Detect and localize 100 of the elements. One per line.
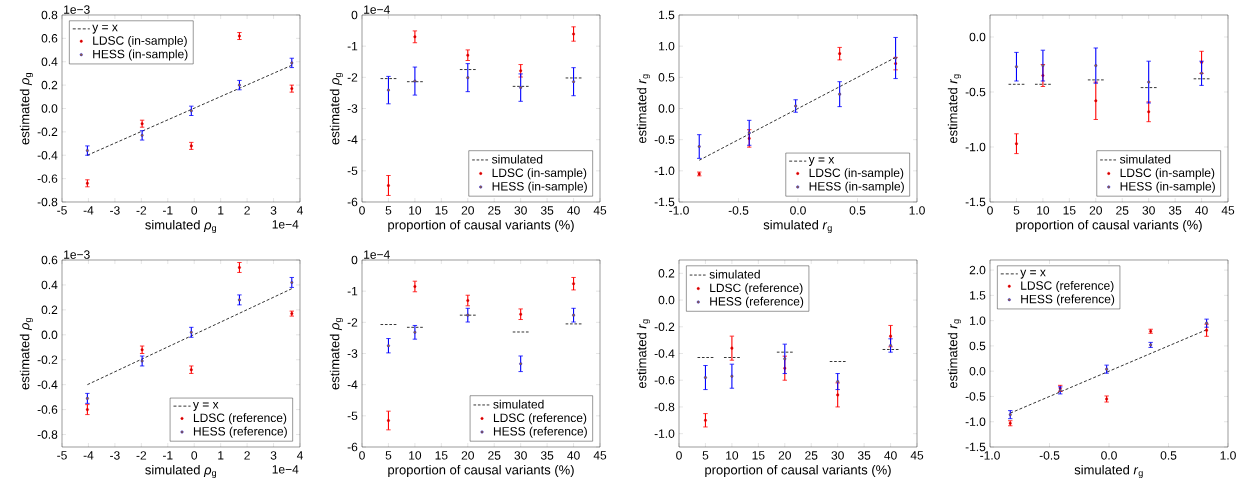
x-axis-title: simulated ρ$_{g}$ xyxy=(145,464,217,478)
y-tick-label: 0.6 xyxy=(41,255,58,265)
legend-label: HESS (reference) xyxy=(1021,294,1115,306)
text: 1e−4 xyxy=(364,5,390,14)
y-tick-label: -6 xyxy=(347,197,358,207)
y-tick-label: 1.0 xyxy=(659,41,675,51)
x-tick-label: 20 xyxy=(1089,206,1102,215)
x-tick-label: -1.0 xyxy=(980,451,1000,460)
legend-label: simulated xyxy=(493,399,544,409)
x-tick-label: -4 xyxy=(83,451,94,460)
x-tick-label: 5 xyxy=(385,451,392,460)
y-tick-label: -0.6 xyxy=(654,375,675,385)
x-tick-label: 1.0 xyxy=(1220,451,1236,460)
x-tick-label: 35 xyxy=(857,451,871,460)
x-tick-label: -1 xyxy=(162,451,173,460)
y-tick-label: 0.4 xyxy=(41,280,58,290)
x-tick-label: 0.5 xyxy=(1160,451,1177,460)
y-tick-label: -6 xyxy=(347,442,358,452)
legend-label: HESS (in-sample) xyxy=(93,49,188,61)
x-tick-label: 40 xyxy=(1195,206,1208,215)
y-tick-label: 0 xyxy=(351,255,358,265)
x-tick-label: 1 xyxy=(218,451,224,460)
y-tick-label: 1.5 xyxy=(659,10,675,20)
y-tick-label: 0.0 xyxy=(658,104,675,113)
x-tick-label: 0 xyxy=(359,451,365,460)
legend-label: HESS (in-sample) xyxy=(492,181,587,193)
y-tick-label: -2 xyxy=(347,318,358,327)
y-tick-label: 0.0 xyxy=(969,366,986,376)
x-axis-title: proportion of causal variants (%) xyxy=(388,464,574,478)
y-tick-label: -2 xyxy=(347,73,358,82)
x-tick-label: 15 xyxy=(1063,206,1076,215)
x-tick-label: 10 xyxy=(1037,206,1050,215)
legend-label: HESS (reference) xyxy=(493,426,587,438)
legend-label: LDSC (in-sample) xyxy=(492,168,587,180)
x-tick-label: 40 xyxy=(567,451,580,460)
y-tick-label: 0 xyxy=(351,10,358,20)
x-axis-title: simulated r$_{g}$ xyxy=(763,219,832,233)
x-tick-label: -1.0 xyxy=(669,206,689,215)
y-tick-label: -0.2 xyxy=(654,322,675,332)
x-tick-label: 20 xyxy=(461,451,474,460)
x-tick-label: -5 xyxy=(57,206,67,215)
x-tick-label: 45 xyxy=(910,451,924,460)
y-tick-label: -0.5 xyxy=(965,87,986,97)
x-tick-label: 15 xyxy=(435,206,448,215)
y-tick-label: -0.6 xyxy=(37,174,58,183)
legend-label: LDSC (reference) xyxy=(193,413,287,425)
y-tick-label: -0.4 xyxy=(654,349,675,358)
text: 1e−3 xyxy=(64,250,90,259)
y-tick-label: -0.6 xyxy=(37,405,58,414)
y-tick-label: 0.6 xyxy=(41,34,58,43)
y-tick-label: -1.0 xyxy=(654,429,675,438)
x-tick-label: 25 xyxy=(488,206,501,215)
y-axis-title: estimated r$_{g}$ xyxy=(636,319,650,389)
y-tick-label: -0.4 xyxy=(37,151,58,160)
x-tick-label: 30 xyxy=(514,206,527,215)
x-tick-label: 4 xyxy=(296,206,303,215)
x-tick-label: 3 xyxy=(270,451,277,460)
y-tick-label: 0.0 xyxy=(969,32,986,42)
y-tick-label: -4 xyxy=(347,135,358,144)
y-tick-label: -0.8 xyxy=(37,197,58,207)
x-tick-label: 0.0 xyxy=(1101,451,1117,460)
legend-label: HESS (reference) xyxy=(710,296,804,308)
x-tick-label: 30 xyxy=(1142,206,1155,215)
x-tick-label: 25 xyxy=(805,451,818,460)
x-axis-title: proportion of causal variants (%) xyxy=(388,219,574,233)
y-tick-label: -0.8 xyxy=(654,402,675,412)
y-tick-label: 2.0 xyxy=(969,265,986,275)
y-axis-title: estimated r$_{g}$ xyxy=(947,319,961,389)
y-tick-label: 0.0 xyxy=(41,104,58,113)
y-tick-label: 0.0 xyxy=(658,295,675,305)
legend-label: simulated xyxy=(709,269,760,279)
y-tick-label: 0.2 xyxy=(658,269,675,278)
legend-label: simulated xyxy=(1119,154,1171,164)
x-axis-title: simulated ρ$_{g}$ xyxy=(145,219,217,233)
x-tick-label: -3 xyxy=(110,451,120,460)
x-tick-label: -3 xyxy=(110,206,120,215)
x-tick-label: 10 xyxy=(726,451,739,460)
x-tick-label: 40 xyxy=(884,451,897,460)
x-tick-label: -0.5 xyxy=(728,206,749,215)
y-tick-label: -1.5 xyxy=(965,442,986,452)
legend-label: y = x xyxy=(808,157,835,166)
y-tick-label: -1.0 xyxy=(965,417,986,426)
legend-label: LDSC (in-sample) xyxy=(93,35,187,48)
x-tick-label: 25 xyxy=(1116,206,1129,215)
x-tick-label: -2 xyxy=(136,206,147,215)
y-tick-label: -1.5 xyxy=(965,197,986,207)
x-tick-label: 45 xyxy=(1221,206,1235,215)
y-tick-label: 0.0 xyxy=(41,330,58,340)
x-tick-label: 5 xyxy=(702,451,709,460)
x-axis-title: proportion of causal variants (%) xyxy=(705,464,891,478)
legend-label: simulated xyxy=(491,154,543,164)
legend-label: LDSC (in-sample) xyxy=(809,168,904,180)
y-tick-label: -1.5 xyxy=(654,197,675,207)
y-axis-title: estimated r$_{g}$ xyxy=(947,74,961,144)
x-axis-title: proportion of causal variants (%) xyxy=(1016,219,1202,233)
y-tick-label: 0.8 xyxy=(41,10,58,20)
x-tick-label: -0.5 xyxy=(1039,451,1060,460)
x-tick-label: -2 xyxy=(136,451,147,460)
y-tick-label: -0.2 xyxy=(37,355,58,364)
x-tick-label: 15 xyxy=(435,451,448,460)
